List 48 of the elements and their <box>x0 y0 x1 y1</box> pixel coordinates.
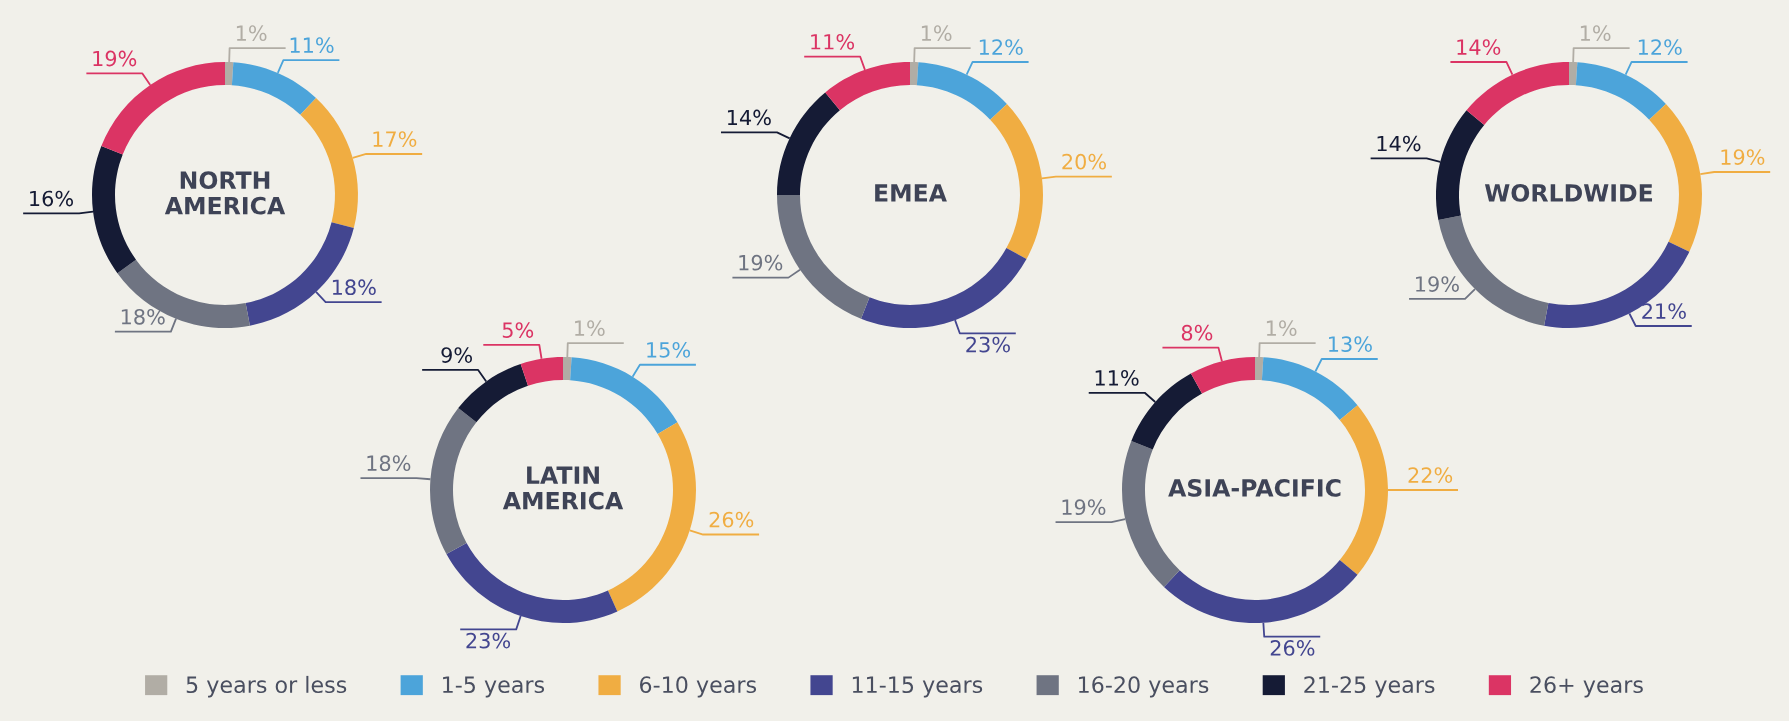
data-label: 11% <box>811 33 855 50</box>
legend-label: 21-25 years <box>1304 676 1435 698</box>
legend-label: 16-20 years <box>1079 676 1209 698</box>
data-label: 19% <box>93 50 137 67</box>
data-label: 23% <box>466 632 511 649</box>
text: NORTH AMERICA <box>164 171 286 215</box>
data-label: 14% <box>727 109 771 126</box>
data-label: 18% <box>332 279 376 296</box>
legend-label: 1-5 years <box>443 676 545 698</box>
legend-label: 26+ years <box>1530 676 1643 698</box>
text: ASIA-PACIFIC <box>1168 478 1341 497</box>
text: EMEA <box>875 184 947 202</box>
legend-label: 5 years or less <box>186 675 347 698</box>
data-label: 14% <box>1377 135 1421 152</box>
data-label: 23% <box>966 336 1010 353</box>
data-label: 14% <box>1457 39 1501 55</box>
data-label: 19% <box>1062 499 1106 516</box>
data-label: 1% <box>921 25 952 42</box>
data-label: 11% <box>1095 369 1139 386</box>
data-label: 12% <box>1638 39 1682 55</box>
legend-label: 11-15 years <box>852 676 983 698</box>
data-label: 17% <box>373 131 417 147</box>
data-label: 5% <box>502 322 534 338</box>
data-label: 9% <box>441 347 472 363</box>
data-label: 19% <box>1721 149 1765 165</box>
data-label: 21% <box>1642 303 1686 319</box>
text: WORLDWIDE <box>1484 183 1653 202</box>
data-label: 18% <box>121 308 165 325</box>
legend-label: 6-10 years <box>640 676 757 698</box>
data-label: 15% <box>647 341 691 358</box>
data-label: 20% <box>1062 153 1106 170</box>
data-label: 1% <box>236 25 267 42</box>
data-label: 1% <box>575 320 605 337</box>
data-label: 11% <box>290 37 334 54</box>
data-label: 26% <box>709 511 754 528</box>
data-label: 19% <box>739 254 783 271</box>
text: LATIN AMERICA <box>502 466 624 510</box>
data-label: 26% <box>1270 640 1315 656</box>
data-label: 22% <box>1408 467 1453 483</box>
data-label: 13% <box>1329 336 1372 352</box>
data-label: 1% <box>1580 25 1611 42</box>
data-label: 12% <box>979 39 1023 55</box>
data-label: 19% <box>1416 276 1459 292</box>
data-label: 1% <box>1266 320 1297 337</box>
data-label: 16% <box>30 190 74 207</box>
data-label: 18% <box>367 455 411 472</box>
data-label: 8% <box>1181 324 1213 341</box>
donut-slice <box>1544 241 1690 328</box>
